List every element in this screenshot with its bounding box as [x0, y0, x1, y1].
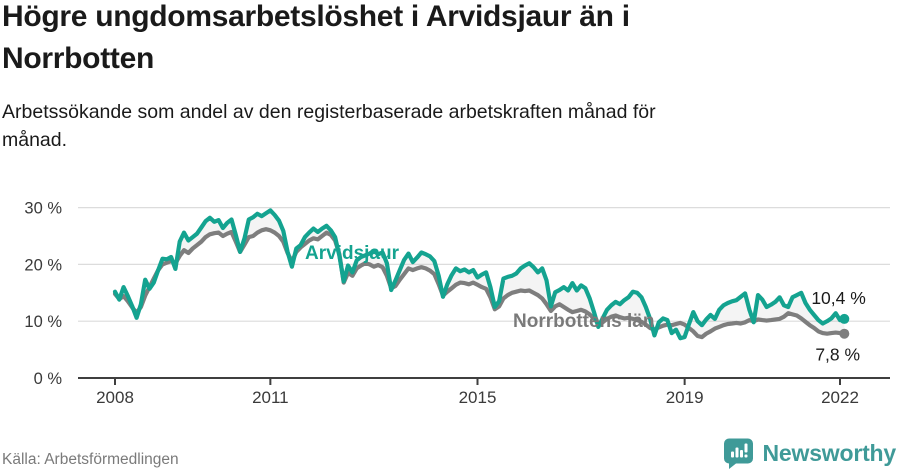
y-axis-label-30: 30 % [24, 200, 62, 218]
arvidsjaur-line [112, 208, 847, 341]
arvidsjaur-label: Arvidsjaur [305, 243, 400, 264]
page-title: Högre ungdomsarbetslöshet i Arvidsjaur ä… [2, 0, 630, 75]
page-subtitle: Arbetssökande som andel av den registerb… [2, 101, 656, 151]
x-axis-label-2008: 2008 [96, 388, 134, 407]
y-axis-label-10: 10 % [24, 313, 62, 331]
norrbotten-end-value: 7,8 % [815, 345, 860, 365]
norrbotten-label: Norrbottens län [513, 311, 654, 332]
arvidsjaur-end-value: 10,4 % [811, 288, 865, 308]
x-axis-label-2019: 2019 [666, 388, 704, 407]
x-axis-label-2011: 2011 [252, 388, 289, 407]
norrbotten-end-dot [839, 328, 850, 339]
arvidsjaur-end-dot [839, 313, 850, 324]
brand-name: Newsworthy [762, 440, 897, 466]
newsworthy-logo[interactable]: Newsworthy [723, 438, 897, 469]
newsworthy-bars-icon [723, 438, 753, 469]
x-axis-label-2015: 2015 [459, 388, 497, 407]
source-note: Källa: Arbetsförmedlingen [2, 451, 179, 468]
y-axis-label-0: 0 % [34, 370, 63, 388]
x-axis-label-2022: 2022 [821, 388, 859, 407]
y-axis-label-20: 20 % [24, 256, 62, 274]
